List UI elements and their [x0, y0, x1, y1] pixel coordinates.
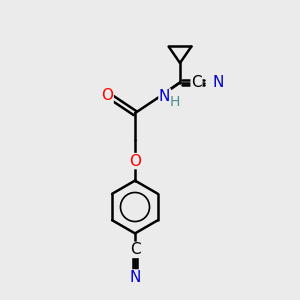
Text: N: N	[212, 75, 224, 90]
Text: N: N	[159, 89, 170, 104]
Text: C: C	[130, 242, 140, 257]
Text: O: O	[129, 154, 141, 169]
Text: N: N	[129, 270, 141, 285]
Text: C: C	[191, 75, 202, 90]
Text: O: O	[101, 88, 113, 103]
Text: H: H	[170, 95, 181, 109]
